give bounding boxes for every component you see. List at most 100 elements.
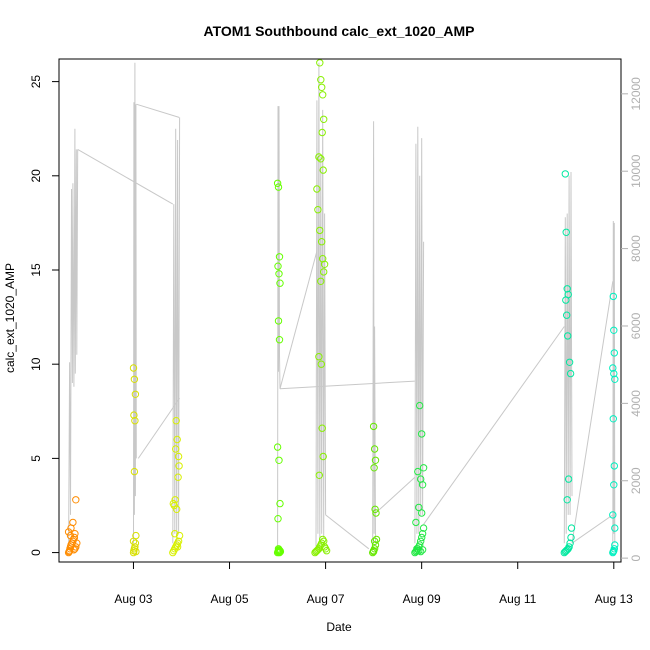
data-point — [609, 364, 617, 372]
right-axis-tick-label: 6000 — [629, 312, 643, 339]
series-line-13 — [414, 126, 425, 544]
y-tick-label: 10 — [29, 357, 43, 371]
data-point — [318, 238, 326, 246]
data-point — [567, 524, 576, 532]
series-line-9 — [315, 62, 327, 549]
data-point — [372, 509, 380, 517]
plot-frame — [58, 58, 622, 563]
series-line-10 — [325, 514, 370, 550]
data-point — [370, 445, 379, 453]
x-tick-label: Aug 03 — [114, 592, 152, 606]
data-point — [416, 401, 424, 410]
data-point — [66, 531, 75, 540]
data-point — [418, 533, 426, 542]
data-point — [315, 353, 323, 361]
right-axis-tick-label: 2000 — [629, 467, 643, 494]
data-point — [564, 332, 572, 340]
data-point — [561, 170, 569, 178]
data-point — [610, 326, 618, 334]
data-point — [130, 467, 139, 476]
data-point — [419, 464, 428, 472]
data-point — [72, 496, 80, 504]
data-point — [369, 547, 378, 556]
data-point — [417, 547, 425, 556]
data-point — [371, 541, 380, 549]
y-tick-label: 15 — [29, 263, 43, 277]
series-line-5 — [137, 397, 181, 459]
series-line-16 — [571, 281, 614, 544]
y-axis: 0 5 10 15 20 25 — [29, 75, 59, 556]
right-axis-tick-label: 0 — [629, 554, 643, 561]
data-point — [371, 505, 379, 513]
data-point — [418, 530, 427, 538]
x-tick-label: Aug 07 — [307, 592, 345, 606]
data-point — [276, 499, 284, 508]
data-point — [274, 317, 283, 325]
data-point — [275, 336, 284, 344]
data-point — [563, 285, 571, 293]
series-line-2 — [133, 62, 137, 544]
data-point — [565, 543, 573, 551]
x-axis-label: Date — [326, 620, 352, 634]
data-point — [566, 369, 575, 378]
data-point — [611, 541, 619, 549]
data-point — [370, 464, 378, 472]
right-axis-tick-label: 12000 — [629, 77, 643, 111]
data-point — [130, 411, 138, 419]
data-point — [69, 518, 77, 527]
data-point — [319, 166, 327, 174]
data-point — [611, 375, 619, 383]
data-point — [131, 417, 139, 425]
data-point — [275, 456, 283, 464]
data-point — [371, 456, 380, 464]
data-point — [274, 262, 282, 270]
series-line-3 — [136, 103, 180, 118]
y-tick-label: 20 — [29, 169, 43, 183]
data-point — [418, 546, 427, 554]
right-axis-tick-label: 10000 — [629, 154, 643, 188]
series-line-11 — [372, 121, 376, 549]
data-point — [372, 535, 381, 544]
data-point — [610, 349, 618, 357]
data-point — [174, 473, 182, 481]
right-axis-tick-label: 4000 — [629, 390, 643, 417]
right-axis-tick-label: 8000 — [629, 235, 643, 262]
series-line-15 — [563, 171, 573, 544]
data-point — [129, 364, 138, 372]
series-line-12 — [373, 476, 416, 516]
data-point — [369, 422, 378, 431]
data-point — [563, 311, 571, 319]
series-line-1 — [77, 148, 174, 205]
data-point — [319, 91, 327, 99]
data-point — [315, 471, 323, 479]
data-point — [276, 279, 284, 287]
data-point — [418, 430, 426, 438]
data-point — [275, 253, 284, 261]
data-point — [273, 443, 282, 451]
data-point — [562, 228, 570, 237]
data-point — [131, 390, 140, 398]
data-point — [317, 360, 325, 368]
data-point — [562, 296, 570, 304]
data-point — [172, 445, 180, 453]
data-point — [320, 268, 328, 276]
data-point — [320, 260, 329, 268]
data-point — [129, 537, 138, 545]
x-tick-label: Aug 05 — [210, 592, 248, 606]
data-point — [131, 539, 140, 547]
x-axis: Aug 03 Aug 05 Aug 07 Aug 09 Aug 11 Aug 13 — [114, 561, 633, 606]
data-point — [131, 543, 139, 551]
data-point — [169, 499, 178, 508]
data-point — [414, 467, 422, 476]
data-point — [610, 481, 618, 489]
data-point — [274, 515, 282, 523]
data-point — [171, 496, 179, 504]
data-point — [415, 503, 423, 512]
series-line-14 — [423, 326, 565, 525]
data-point — [320, 537, 328, 545]
series-line-0 — [68, 128, 79, 549]
data-point — [564, 475, 573, 483]
data-point — [611, 524, 619, 532]
y-axis-label: calc_ext_1020_AMP — [3, 263, 17, 373]
